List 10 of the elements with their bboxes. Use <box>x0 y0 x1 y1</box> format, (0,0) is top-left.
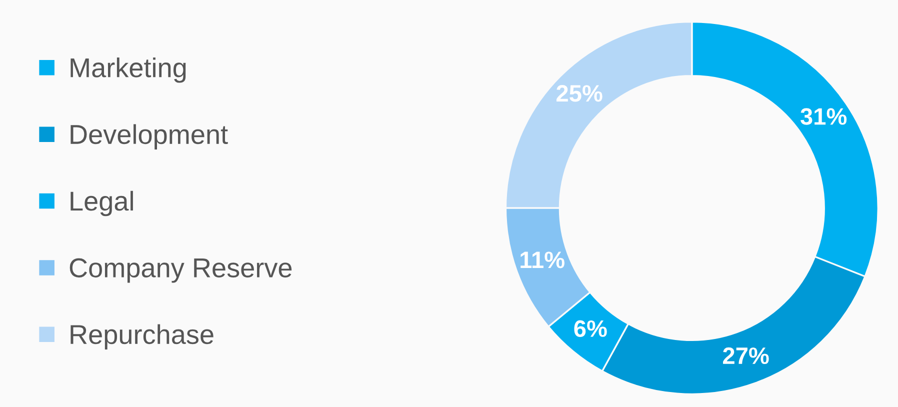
legend-label: Marketing <box>70 58 186 83</box>
data-label: 31% <box>800 108 847 125</box>
data-label: 27% <box>723 347 769 364</box>
legend-label: Company Reserve <box>70 258 292 283</box>
legend-label: Repurchase <box>70 324 214 350</box>
legend-label: Development <box>70 124 228 150</box>
data-label: 25% <box>556 85 602 102</box>
data-label: 6% <box>574 320 607 337</box>
data-label: 11% <box>520 252 564 268</box>
legend-label: Legal <box>70 190 133 216</box>
